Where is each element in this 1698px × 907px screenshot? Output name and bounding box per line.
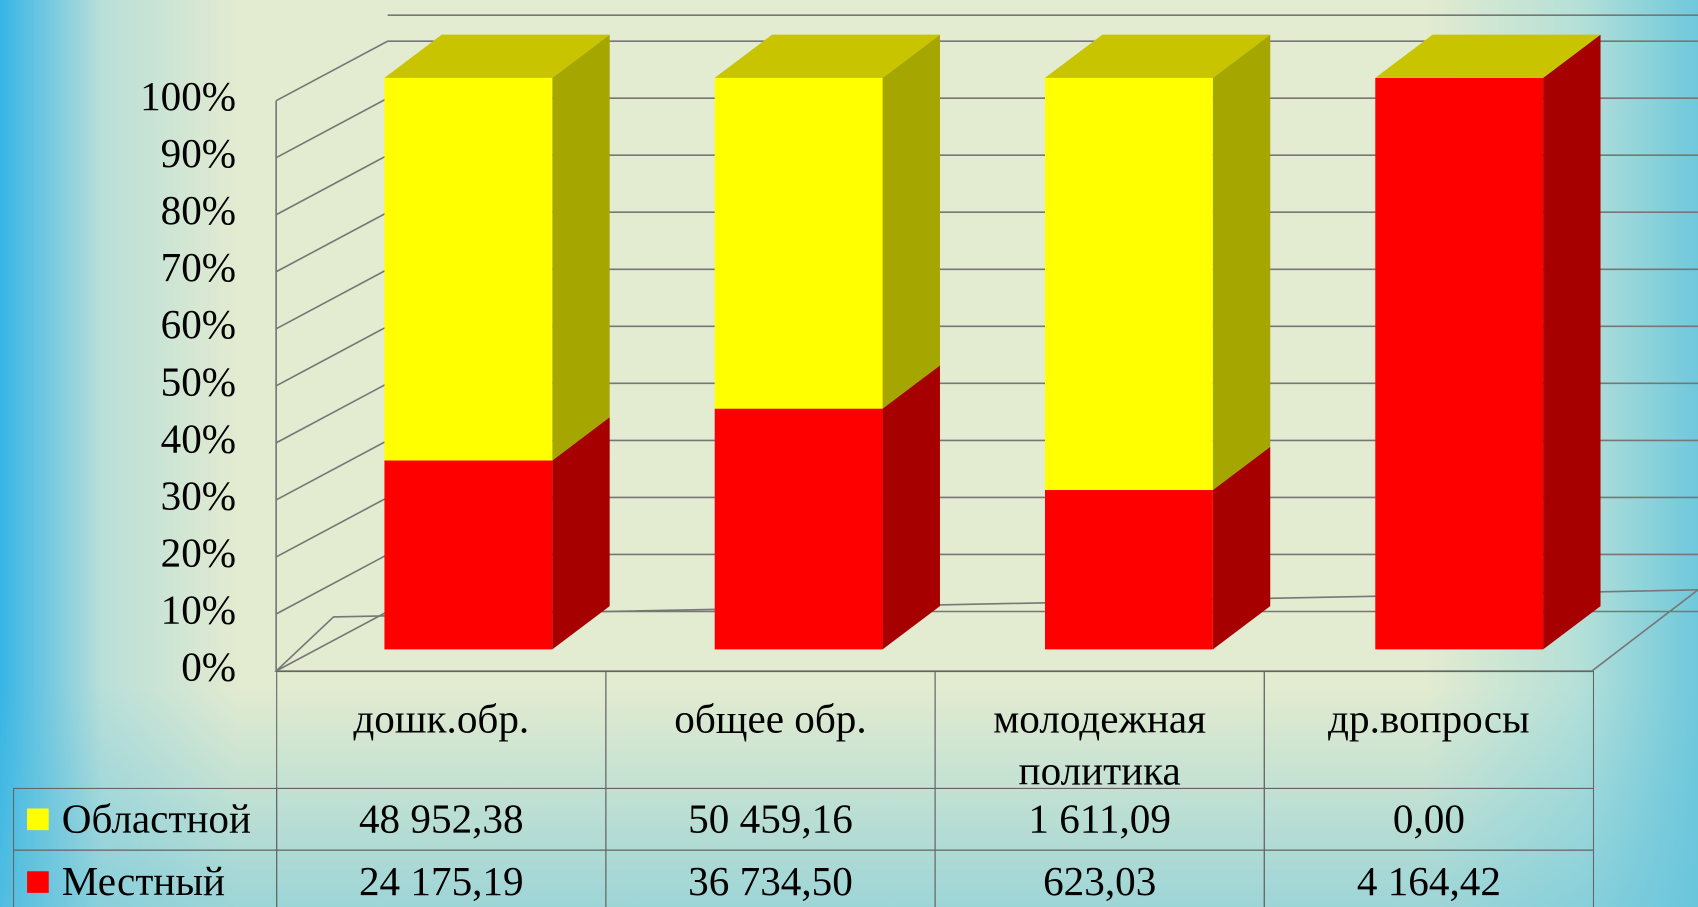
legend-key (27, 808, 49, 831)
y-tick-label: 40% (161, 415, 236, 461)
value-label: 50 459,16 (605, 787, 936, 851)
bar (1044, 77, 1213, 491)
bar-top (1375, 34, 1601, 78)
value-label: 4 164,42 (1263, 849, 1595, 907)
legend-label: Областной (61, 796, 252, 843)
value-label: 24 175,19 (276, 849, 607, 907)
category-label: дошк.обр. (276, 671, 607, 789)
y-tick-label: 100% (140, 73, 236, 119)
y-tick-label: 50% (161, 358, 236, 404)
legend-label: Местный (61, 859, 226, 905)
y-tick-label: 90% (161, 130, 236, 176)
y-tick-label: 60% (161, 301, 236, 347)
bar (1375, 77, 1544, 650)
y-tick-label: 70% (161, 244, 236, 290)
bar-side (1543, 34, 1601, 650)
bar-side (882, 34, 940, 409)
category-label: молодежная политика (934, 671, 1265, 794)
value-label: 1 611,09 (934, 787, 1265, 851)
bar-top (714, 34, 940, 78)
bar-side (882, 365, 940, 650)
y-tick-label: 0% (181, 643, 236, 689)
bar-side (1212, 34, 1271, 491)
y-tick-label: 30% (161, 472, 236, 518)
bar (714, 77, 883, 409)
value-label: 0,00 (1263, 787, 1595, 851)
bar-side (552, 417, 610, 650)
bar (384, 460, 553, 650)
y-tick-label: 20% (161, 529, 236, 575)
category-label: общее обр. (605, 671, 936, 789)
bar (1044, 490, 1213, 650)
bar-side (552, 34, 610, 461)
legend-entry: Областной (12, 787, 278, 851)
bar (384, 77, 553, 461)
bar (714, 408, 883, 650)
legend-entry: Местный (12, 849, 278, 907)
y-tick-label: 80% (161, 187, 236, 233)
bar-top (384, 34, 610, 78)
y-tick-label: 10% (161, 586, 236, 632)
category-label: др.вопросы (1263, 671, 1595, 789)
value-label: 623,03 (934, 849, 1265, 907)
bar-side (1212, 446, 1271, 650)
value-label: 48 952,38 (276, 787, 607, 851)
value-label: 36 734,50 (605, 849, 936, 907)
bar-top (1044, 34, 1271, 78)
legend-key (27, 871, 49, 893)
